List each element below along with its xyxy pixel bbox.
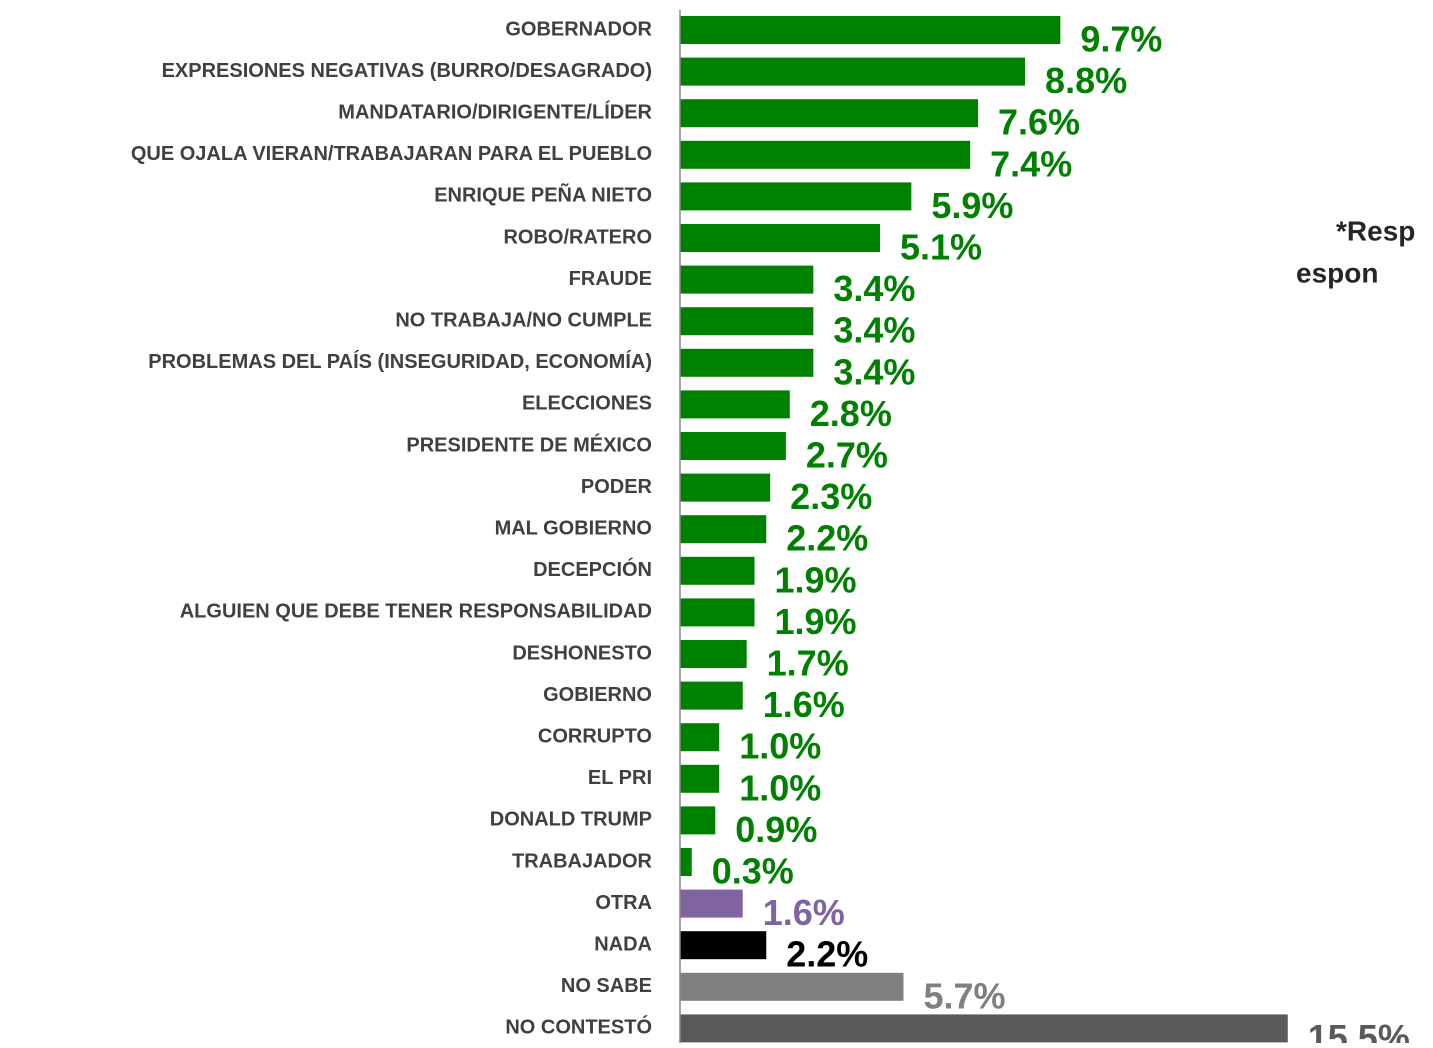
category-label: PRESIDENTE DE MÉXICO xyxy=(406,433,652,456)
category-label: NO SABE xyxy=(561,975,652,997)
category-label: FRAUDE xyxy=(569,268,652,290)
bar xyxy=(680,140,971,169)
value-label: 3.4% xyxy=(833,310,915,351)
bar xyxy=(680,931,767,960)
value-label: 5.1% xyxy=(900,227,982,268)
value-label: 7.4% xyxy=(990,143,1072,184)
bar xyxy=(680,640,747,668)
value-label: 0.9% xyxy=(735,809,817,850)
category-label: ELECCIONES xyxy=(522,393,652,415)
bar xyxy=(680,99,978,128)
bar xyxy=(680,972,904,1001)
category-label: PODER xyxy=(581,476,653,498)
value-label: 3.4% xyxy=(833,268,915,309)
value-label: 8.8% xyxy=(1045,60,1127,101)
category-label: MANDATARIO/DIRIGENTE/LÍDER xyxy=(338,100,652,123)
value-label: 2.2% xyxy=(786,518,868,559)
bar xyxy=(680,764,720,793)
value-label: 1.9% xyxy=(775,601,857,642)
bar xyxy=(680,1014,1288,1043)
value-label: 5.9% xyxy=(931,185,1013,226)
category-label: QUE OJALA VIERAN/TRABAJARAN PARA EL PUEB… xyxy=(131,143,652,165)
category-label: DECEPCIÓN xyxy=(533,557,652,581)
bar xyxy=(680,432,786,460)
value-label: 5.7% xyxy=(924,975,1006,1016)
category-label: NO TRABAJA/NO CUMPLE xyxy=(395,309,652,331)
category-label: CORRUPTO xyxy=(538,725,652,747)
category-label: EXPRESIONES NEGATIVAS (BURRO/DESAGRADO) xyxy=(162,60,652,82)
bar xyxy=(680,515,767,544)
bar xyxy=(680,473,771,502)
bar xyxy=(680,224,880,252)
bar xyxy=(680,848,692,876)
category-label: DESHONESTO xyxy=(512,642,652,664)
value-label: 2.7% xyxy=(806,435,888,476)
value-label: 3.4% xyxy=(833,351,915,392)
value-label: 1.7% xyxy=(767,643,849,684)
bar xyxy=(680,57,1026,86)
value-label: 2.3% xyxy=(790,476,872,517)
value-label: 7.6% xyxy=(998,102,1080,143)
bar xyxy=(680,390,790,419)
value-label: 0.3% xyxy=(712,851,794,892)
category-label: GOBERNADOR xyxy=(505,18,652,40)
category-label: NADA xyxy=(594,933,652,955)
bar xyxy=(680,16,1061,44)
bar xyxy=(680,681,743,710)
category-label: OTRA xyxy=(595,892,652,914)
category-label: MAL GOBIERNO xyxy=(495,517,652,539)
category-label: GOBIERNO xyxy=(543,684,652,706)
bar xyxy=(680,598,755,627)
category-label: DONALD TRUMP xyxy=(490,809,652,831)
category-label: NO CONTESTÓ xyxy=(505,1015,652,1039)
value-label: 1.9% xyxy=(775,559,857,600)
category-label: TRABAJADOR xyxy=(512,850,653,872)
bar xyxy=(680,182,912,211)
value-label: 1.0% xyxy=(739,767,821,808)
value-label: 1.0% xyxy=(739,726,821,767)
annotation: *Resp xyxy=(1336,215,1415,246)
bar xyxy=(680,806,716,835)
value-label: 1.6% xyxy=(763,892,845,933)
category-label: ROBO/RATERO xyxy=(503,226,652,248)
value-label: 2.2% xyxy=(786,934,868,975)
annotation: espon xyxy=(1296,257,1378,288)
bar xyxy=(680,307,814,336)
bar xyxy=(680,556,755,585)
bar xyxy=(680,348,814,377)
value-label: 15.5% xyxy=(1308,1017,1410,1043)
bar xyxy=(680,265,814,294)
category-label: EL PRI xyxy=(588,767,652,789)
category-label: ENRIQUE PEÑA NIETO xyxy=(434,184,652,207)
bar xyxy=(680,723,720,752)
value-label: 1.6% xyxy=(763,684,845,725)
value-label: 9.7% xyxy=(1080,19,1162,60)
bar xyxy=(680,889,743,918)
value-label: 2.8% xyxy=(810,393,892,434)
category-label: PROBLEMAS DEL PAÍS (INSEGURIDAD, ECONOMÍ… xyxy=(148,350,652,373)
category-label: ALGUIEN QUE DEBE TENER RESPONSABILIDAD xyxy=(180,601,652,623)
